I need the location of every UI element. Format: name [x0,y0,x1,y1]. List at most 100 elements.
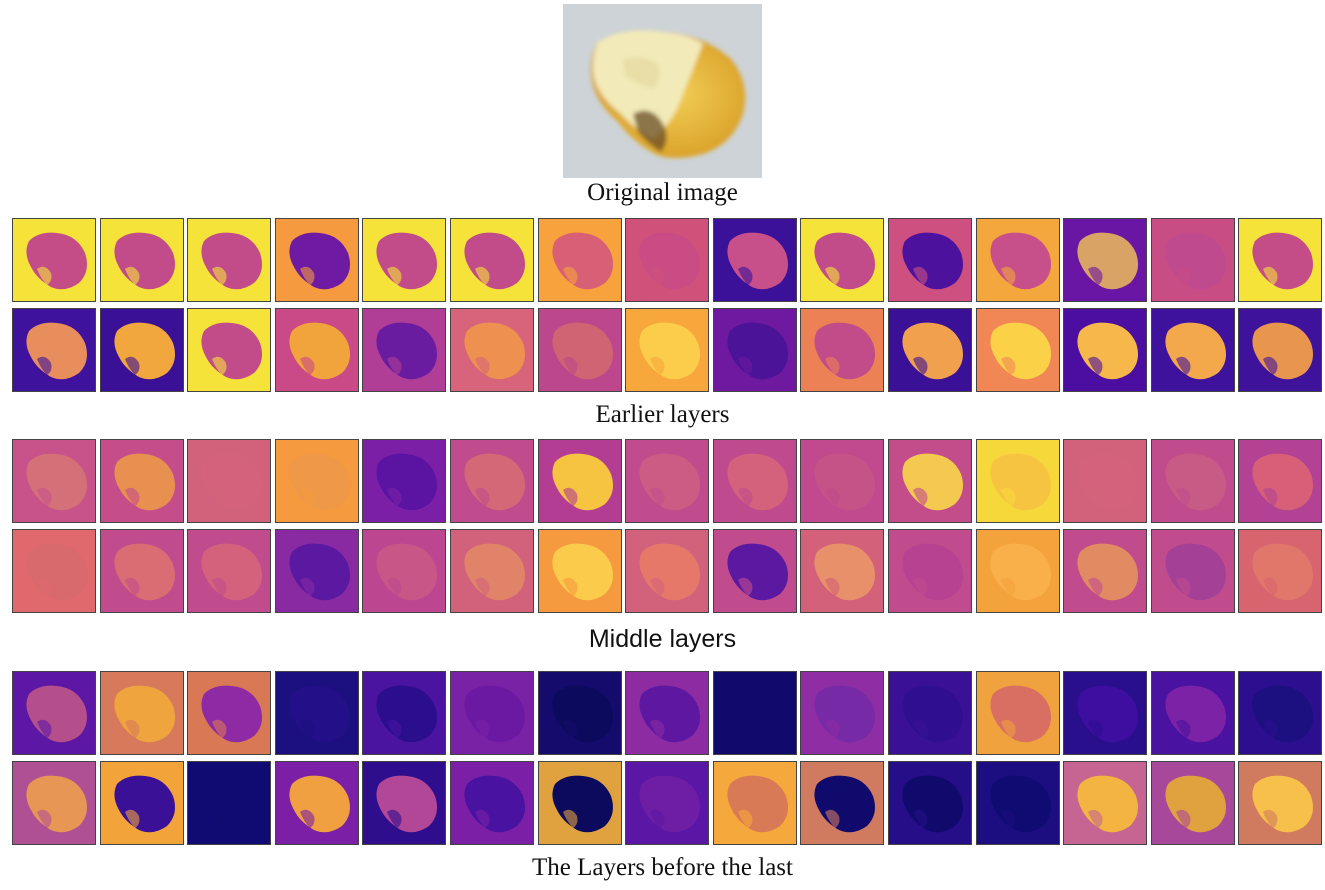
embryo-activation-shape [563,487,578,506]
embryo-activation-shape [475,266,490,285]
embryo-activation-shape [1176,809,1191,828]
feature-map-tile [1063,761,1147,845]
original-image-caption: Original image [587,179,738,206]
embryo-activation-shape [475,356,490,375]
feature-map-tile [800,308,884,392]
kernel-activation-shape [727,543,788,601]
kernel-activation-shape [289,775,350,833]
feature-map-tile [888,439,972,523]
feature-map-tile [625,218,709,302]
kernel-activation-shape [902,685,963,743]
feature-map-tile [976,308,1060,392]
kernel-activation-shape [814,543,875,601]
feature-map-tile [275,761,359,845]
feature-map-tile [187,439,271,523]
embryo-activation-shape [825,487,840,506]
feature-map-tile [275,529,359,613]
kernel-activation-shape [289,685,350,743]
embryo-activation-shape [300,719,315,738]
feature-map-tile [100,671,184,755]
embryo-activation-shape [738,266,753,285]
feature-map-tile [625,761,709,845]
kernel-activation-shape [552,543,613,601]
feature-map-tile [12,218,96,302]
kernel-activation-shape [814,453,875,511]
kernel-activation-shape [1165,775,1226,833]
feature-map-tile [1151,529,1235,613]
embryo-activation-shape [563,356,578,375]
embryo-activation-shape [1088,266,1103,285]
feature-map-tile [1063,308,1147,392]
feature-map-tile [275,439,359,523]
feature-map-tile [1151,218,1235,302]
kernel-activation-shape [201,232,262,290]
feature-map-tile [800,218,884,302]
feature-map-tile [100,308,184,392]
kernel-activation-shape [376,453,437,511]
embryo-activation-shape [1088,809,1103,828]
feature-map-tile [1063,671,1147,755]
feature-map-tile [1151,439,1235,523]
embryo-activation-shape [125,356,140,375]
feature-map-tile [187,761,271,845]
feature-map-tile [538,761,622,845]
embryo-activation-shape [37,577,52,596]
kernel-activation-shape [639,543,700,601]
embryo-activation-shape [1263,266,1278,285]
kernel-activation-shape [639,453,700,511]
embryo-activation-shape [825,266,840,285]
feature-map-tile [888,308,972,392]
feature-map-tile [362,308,446,392]
kernel-activation-shape [201,543,262,601]
kernel-activation-shape [201,775,262,833]
kernel-activation-shape [289,232,350,290]
feature-map-tile [450,761,534,845]
kernel-activation-shape [639,232,700,290]
feature-map-tile [1238,439,1322,523]
kernel-activation-shape [376,775,437,833]
kernel-activation-shape [26,453,87,511]
kernel-activation-shape [814,775,875,833]
feature-map-tile [187,671,271,755]
feature-map-tile [187,308,271,392]
embryo-activation-shape [1001,266,1016,285]
embryo-activation-shape [913,719,928,738]
kernel-activation-shape [289,453,350,511]
kernel-activation-shape [1165,543,1226,601]
kernel-activation-shape [727,775,788,833]
feature-map-tile [187,529,271,613]
feature-map-tile [12,761,96,845]
kernel-activation-shape [1165,685,1226,743]
embryo-activation-shape [1263,577,1278,596]
kernel-activation-shape [814,322,875,380]
feature-map-tile [1063,439,1147,523]
embryo-activation-shape [913,356,928,375]
original-corn-kernel-image [563,4,762,178]
embryo-activation-shape [125,577,140,596]
kernel-activation-shape [639,775,700,833]
kernel-activation-shape [1165,232,1226,290]
kernel-activation-shape [1077,322,1138,380]
kernel-activation-shape [289,543,350,601]
embryo-activation-shape [1001,719,1016,738]
embryo-activation-shape [212,356,227,375]
kernel-activation-shape [26,775,87,833]
feature-map-tile [12,529,96,613]
kernel-activation-shape [902,322,963,380]
feature-map-tile [625,671,709,755]
feature-map-tile [976,761,1060,845]
embryo-activation-shape [212,809,227,828]
embryo-activation-shape [1088,487,1103,506]
feature-map-tile [800,439,884,523]
embryo-activation-shape [825,356,840,375]
feature-map-tile [800,529,884,613]
embryo-activation-shape [913,809,928,828]
feature-map-tile [1151,761,1235,845]
feature-map-tile [362,529,446,613]
kernel-activation-shape [26,543,87,601]
embryo-activation-shape [563,577,578,596]
embryo-activation-shape [475,809,490,828]
kernel-activation-shape [727,453,788,511]
feature-map-tile [800,671,884,755]
embryo-activation-shape [212,487,227,506]
